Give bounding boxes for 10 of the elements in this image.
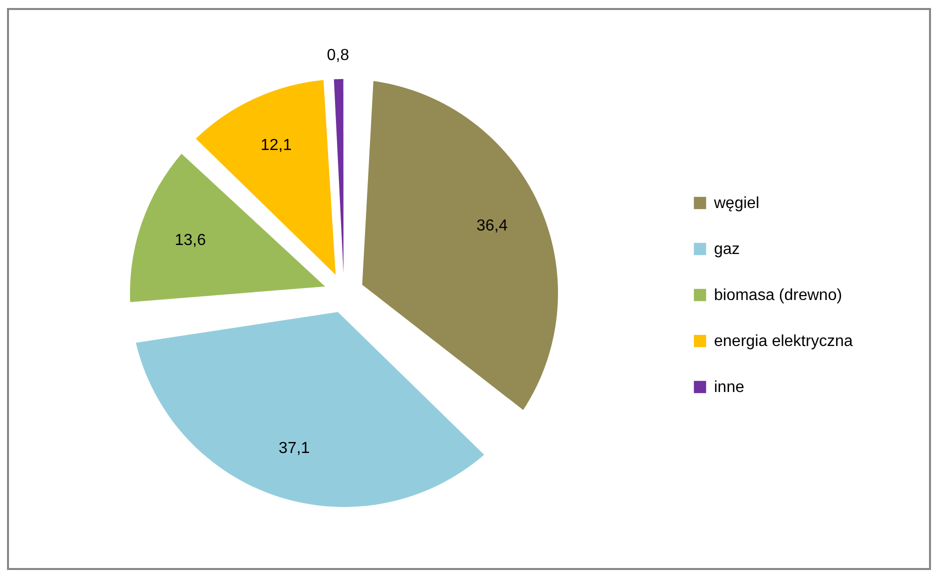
legend-label: gaz xyxy=(714,241,740,258)
legend-label: inne xyxy=(714,379,744,396)
legend-label: energia elektryczna xyxy=(714,333,853,350)
legend-label: węgiel xyxy=(713,195,760,212)
data-label: 13,6 xyxy=(174,232,206,249)
data-label: 36,4 xyxy=(476,218,508,235)
data-label: 12,1 xyxy=(260,137,292,154)
data-label: 0,8 xyxy=(326,47,350,64)
data-label: 37,1 xyxy=(278,440,310,457)
legend-label: biomasa (drewno) xyxy=(714,287,842,304)
